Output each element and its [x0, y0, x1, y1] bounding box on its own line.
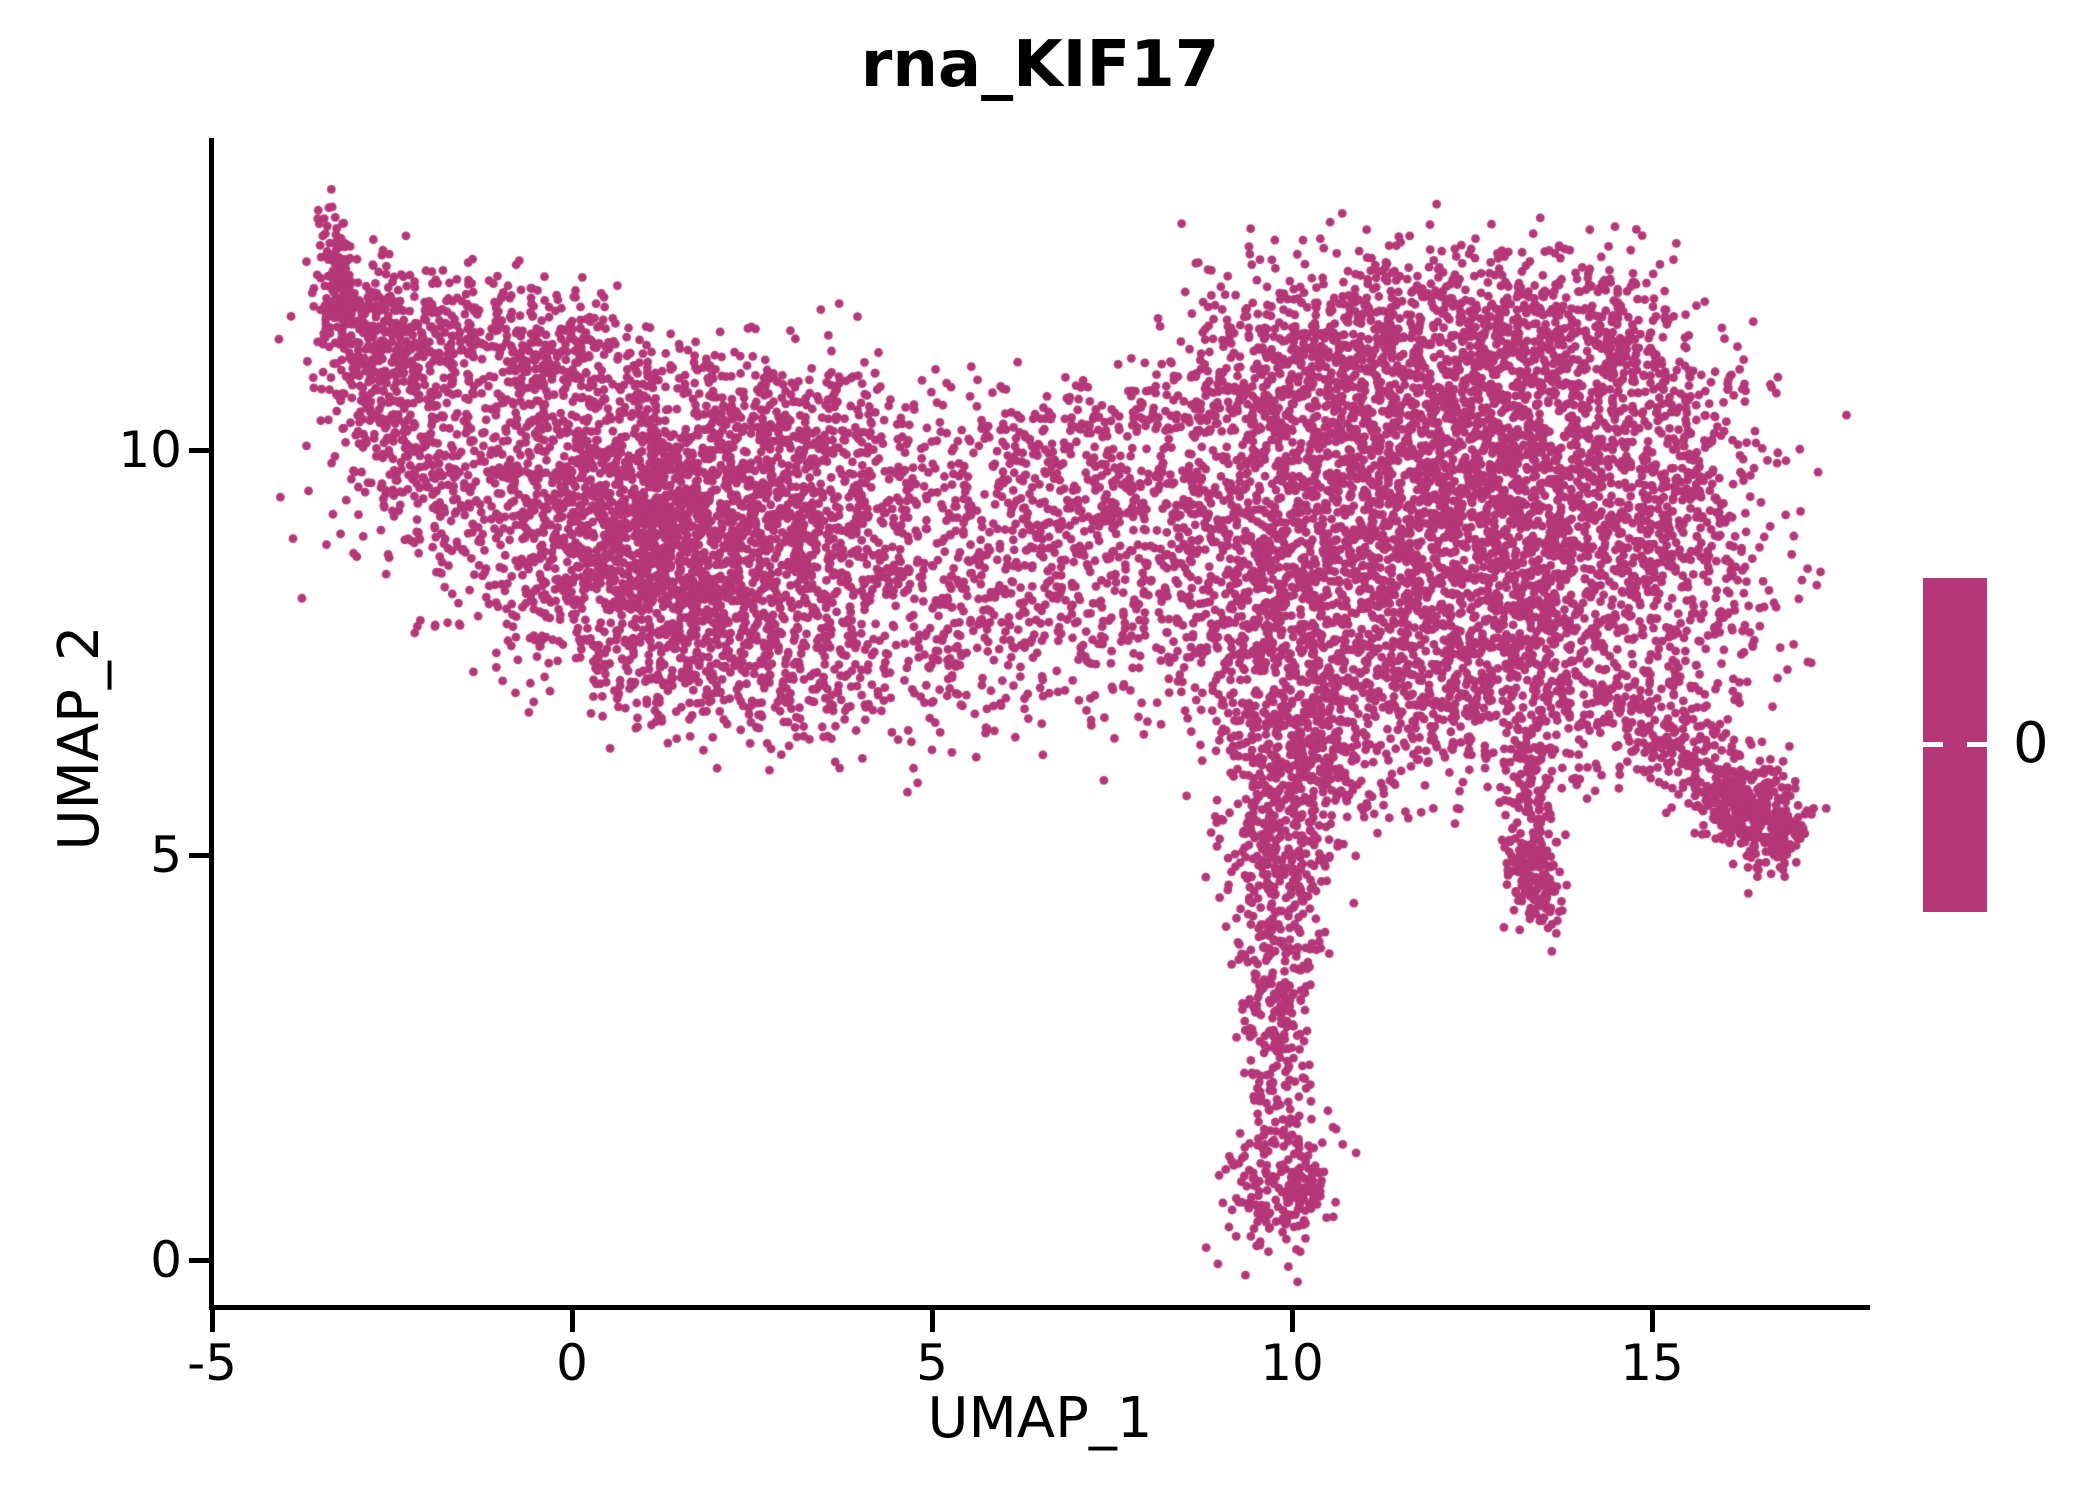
x-axis-label: UMAP_1 [927, 1386, 1153, 1451]
y-tick-mark [189, 1257, 211, 1263]
x-tick-mark [929, 1310, 935, 1332]
colorbar-tick-label: 0 [2013, 711, 2049, 776]
x-tick-label: 5 [916, 1334, 948, 1392]
y-tick-mark [189, 447, 211, 453]
x-axis-line [209, 1305, 1870, 1310]
x-tick-label: 15 [1620, 1334, 1684, 1392]
colorbar-legend [1923, 578, 1987, 912]
y-tick-mark [189, 852, 211, 858]
y-tick-label: 0 [150, 1231, 182, 1290]
x-tick-label: -5 [187, 1334, 237, 1392]
y-tick-label: 5 [150, 826, 182, 885]
plot-title: rna_KIF17 [860, 28, 1220, 102]
y-axis-line [209, 138, 214, 1310]
x-tick-label: 0 [556, 1334, 588, 1392]
y-axis-label: UMAP_2 [47, 625, 112, 851]
x-tick-mark [569, 1310, 575, 1332]
x-tick-label: 10 [1260, 1334, 1324, 1392]
colorbar-tick-right [1967, 742, 1987, 747]
x-tick-mark [209, 1310, 215, 1332]
colorbar-tick-left [1923, 742, 1943, 747]
x-tick-mark [1649, 1310, 1655, 1332]
x-tick-mark [1289, 1310, 1295, 1332]
y-tick-label: 10 [118, 421, 182, 480]
